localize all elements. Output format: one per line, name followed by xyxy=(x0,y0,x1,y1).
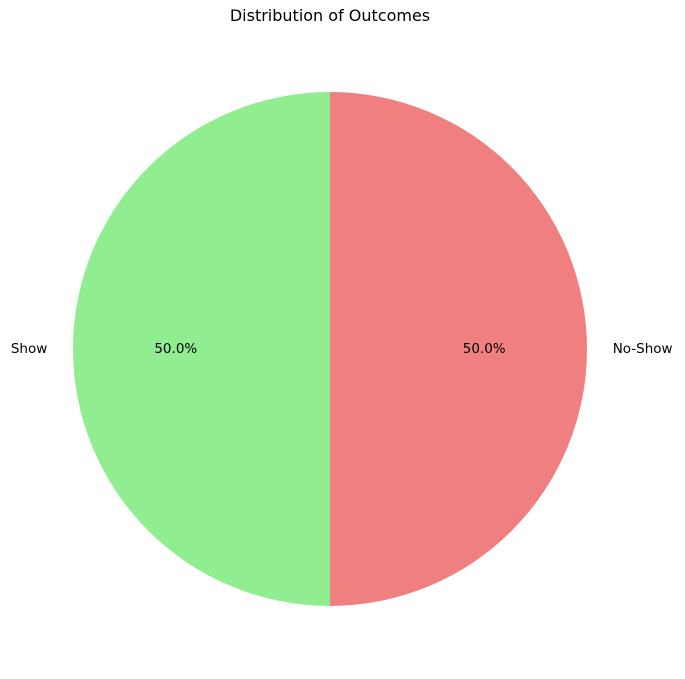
slice-percent-label: 50.0% xyxy=(463,341,506,357)
pie-slice-show xyxy=(73,92,330,606)
pie-slice-no-show xyxy=(330,92,587,606)
slice-label: Show xyxy=(11,341,47,357)
pie-slices xyxy=(73,92,587,606)
pie-labels: Show 50.0% No-Show 50.0% xyxy=(11,341,673,357)
chart-title: Distribution of Outcomes xyxy=(230,6,430,25)
slice-percent-label: 50.0% xyxy=(154,341,197,357)
slice-label: No-Show xyxy=(613,341,673,357)
